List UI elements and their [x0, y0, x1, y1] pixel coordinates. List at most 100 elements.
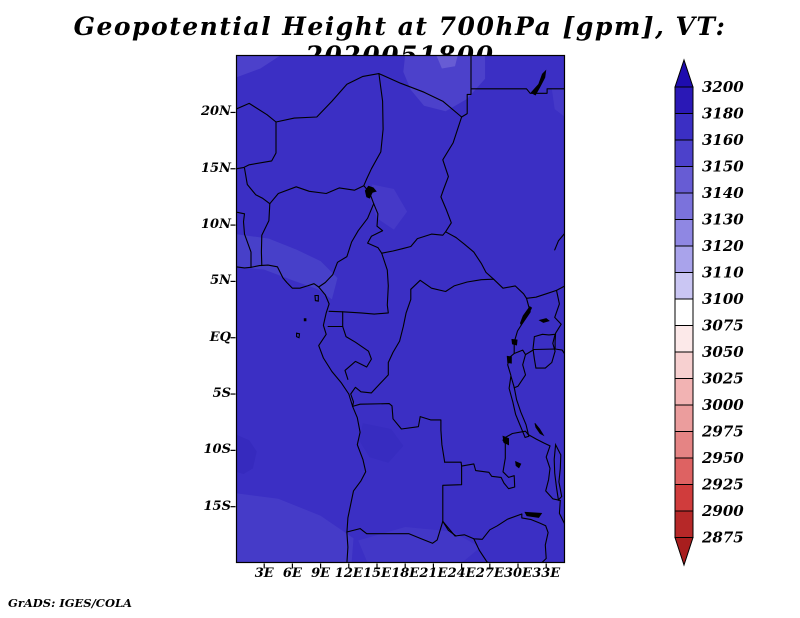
colorbar-label-3200: 3200: [702, 78, 744, 96]
country-border: [521, 513, 549, 563]
lon-label-3E: 3E: [254, 566, 274, 581]
country-border: [367, 203, 384, 254]
lon-label-30E: 30E: [504, 566, 532, 581]
colorbar-label-3180: 3180: [702, 105, 744, 123]
country-border: [346, 520, 444, 544]
country-border: [236, 264, 367, 563]
lat-label-5N: 5N: [210, 273, 231, 289]
colorbar-label-3110: 3110: [702, 264, 744, 282]
country-border: [236, 73, 463, 123]
principe-island: [303, 318, 307, 322]
colorbar-arrow-top: [674, 58, 694, 88]
lat-label-10N: 10N: [201, 217, 231, 233]
colorbar-segment-3130-3140: [674, 192, 694, 220]
country-border: [470, 88, 565, 94]
country-border: [554, 232, 565, 251]
lake-victoria: [532, 333, 556, 369]
shade-patch-southwest-corner: [236, 493, 354, 563]
country-border: [363, 73, 384, 187]
country-border: [318, 185, 375, 288]
country-border: [352, 403, 446, 463]
lon-label-21E: 21E: [419, 566, 448, 581]
colorbar-label-2900: 2900: [701, 502, 744, 520]
colorbar-segment-3150-3160: [674, 139, 694, 167]
lon-label-12E: 12E: [334, 566, 363, 581]
colorbar-segment-3100-3110: [674, 272, 694, 300]
lon-label-6E: 6E: [282, 566, 302, 581]
country-border: [381, 231, 447, 254]
lake-bangweulu: [515, 460, 522, 469]
country-border: [410, 278, 495, 293]
lake-mweru: [502, 435, 509, 446]
lat-label-15N: 15N: [201, 160, 231, 176]
colorbar-label-3100: 3100: [702, 290, 744, 308]
colorbar-segment-2975-3000: [674, 404, 694, 432]
colorbar-segment-3075-3100: [674, 298, 694, 326]
country-border: [236, 211, 252, 268]
lake-chad: [364, 185, 377, 199]
colorbar-segment-3160-3180: [674, 113, 694, 141]
colorbar-segment-3050-3075: [674, 325, 694, 353]
shade-patch-south-band: [358, 527, 481, 563]
lon-label-27E: 27E: [475, 566, 504, 581]
shade-patch-northwest-corner: [236, 55, 282, 78]
lat-label-15S: 15S: [203, 498, 231, 514]
country-border: [444, 437, 516, 490]
colorbar-segment-2875-2900: [674, 510, 694, 538]
grads-credit: GrADS: IGES/COLA: [8, 596, 132, 610]
shade-patch-atlantic-dark: [236, 434, 257, 474]
colorbar-label-2975: 2975: [701, 423, 744, 441]
colorbar-label-2950: 2950: [701, 449, 744, 467]
colorbar-segment-2925-2950: [674, 457, 694, 485]
lon-label-9E: 9E: [311, 566, 331, 581]
colorbar-label-3050: 3050: [702, 343, 744, 361]
lon-label-15E: 15E: [363, 566, 391, 581]
country-border: [554, 289, 562, 350]
colorbar-label-3120: 3120: [702, 237, 744, 255]
map-fill-base: [236, 55, 565, 563]
country-border: [455, 236, 495, 280]
country-border: [545, 445, 561, 502]
lat-label-10S: 10S: [203, 442, 231, 458]
colorbar-label-2875: 2875: [701, 529, 744, 547]
lon-label-33E: 33E: [532, 566, 561, 581]
country-border: [328, 252, 389, 315]
colorbar-label-3140: 3140: [702, 184, 744, 202]
country-border: [513, 348, 565, 356]
map-borders-group: [236, 55, 565, 563]
lake-tanganyika: [508, 375, 530, 439]
lake-rukwa: [534, 423, 545, 437]
shade-patch-north-libya-3140-3150: [436, 55, 458, 69]
lon-label-24E: 24E: [447, 566, 476, 581]
lat-label-EQ: EQ: [209, 329, 231, 345]
colorbar-segment-3120-3130: [674, 219, 694, 247]
country-border: [461, 55, 472, 118]
country-border: [493, 278, 528, 299]
country-border: [342, 325, 372, 380]
colorbar-label-3150: 3150: [702, 158, 744, 176]
cahora-bassa: [524, 511, 543, 518]
sao-tome-island: [296, 332, 301, 339]
colorbar-segment-3180-3200: [674, 86, 694, 114]
country-border: [236, 121, 277, 170]
colorbar-segment-2900-2925: [674, 484, 694, 512]
lat-label-20N: 20N: [201, 104, 231, 120]
bioko-island: [314, 294, 319, 302]
lake-edward: [511, 338, 518, 346]
country-border: [513, 354, 527, 389]
country-border: [442, 465, 463, 537]
colorbar-label-3000: 3000: [702, 396, 744, 414]
lake-kivu: [506, 355, 512, 364]
country-border: [442, 513, 523, 540]
map-plot: [230, 54, 566, 569]
country-border: [440, 116, 463, 239]
lake-nasser: [530, 69, 547, 96]
colorbar-segment-3110-3120: [674, 245, 694, 273]
colorbar-label-3130: 3130: [702, 211, 744, 229]
map-frame: [235, 54, 566, 564]
colorbar-segment-3140-3150: [674, 166, 694, 194]
colorbar-label-3160: 3160: [702, 131, 744, 149]
colorbar-label-3075: 3075: [702, 317, 744, 335]
colorbar-segment-3000-3025: [674, 378, 694, 406]
